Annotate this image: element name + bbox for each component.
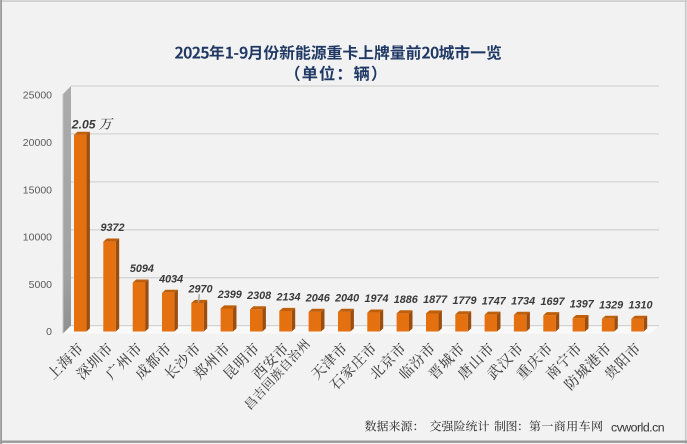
svg-text:1886: 1886 bbox=[394, 294, 419, 306]
svg-text:cvworld.cn: cvworld.cn bbox=[611, 420, 665, 434]
svg-text:1310: 1310 bbox=[628, 300, 652, 312]
svg-text:1734: 1734 bbox=[511, 296, 535, 308]
svg-text:9372: 9372 bbox=[100, 222, 124, 234]
svg-text:1697: 1697 bbox=[540, 296, 565, 308]
svg-text:10000: 10000 bbox=[23, 232, 52, 244]
svg-text:2.05: 2.05 bbox=[71, 118, 96, 132]
svg-text:2046: 2046 bbox=[305, 293, 331, 305]
svg-text:2134: 2134 bbox=[275, 292, 300, 304]
svg-text:2399: 2399 bbox=[217, 289, 242, 301]
svg-text:1329: 1329 bbox=[599, 299, 623, 311]
svg-text:2970: 2970 bbox=[187, 284, 212, 296]
svg-text:1974: 1974 bbox=[364, 293, 388, 305]
svg-text:1747: 1747 bbox=[482, 295, 507, 307]
svg-text:1779: 1779 bbox=[452, 295, 476, 307]
svg-text:4034: 4034 bbox=[158, 273, 183, 285]
svg-text:1877: 1877 bbox=[423, 294, 448, 306]
svg-text:20000: 20000 bbox=[23, 137, 52, 149]
svg-text:2308: 2308 bbox=[246, 290, 271, 302]
svg-text:0: 0 bbox=[46, 326, 52, 338]
svg-text:5000: 5000 bbox=[29, 279, 53, 291]
svg-text:15000: 15000 bbox=[23, 184, 52, 196]
svg-text:2040: 2040 bbox=[334, 293, 359, 305]
svg-text:1397: 1397 bbox=[570, 299, 595, 311]
svg-text:5094: 5094 bbox=[130, 263, 154, 275]
svg-text:25000: 25000 bbox=[23, 90, 52, 102]
